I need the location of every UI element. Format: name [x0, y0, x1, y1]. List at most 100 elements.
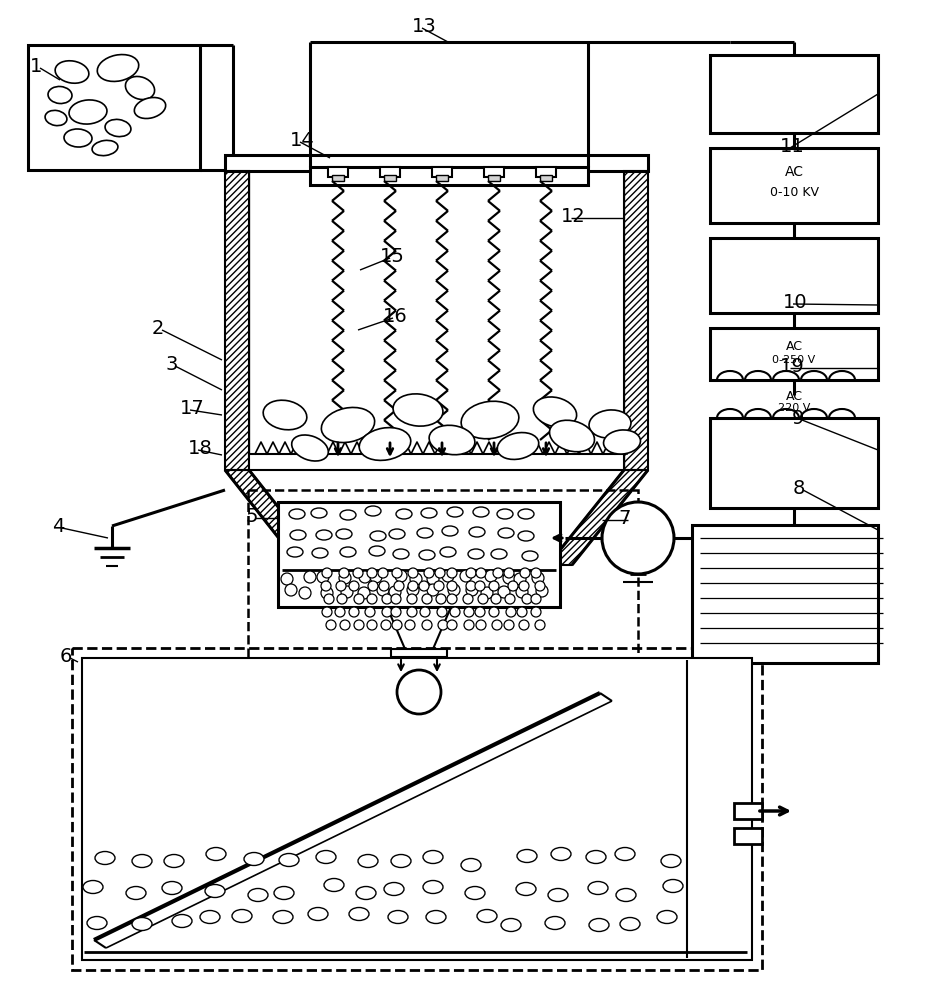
- Ellipse shape: [359, 428, 411, 460]
- Ellipse shape: [206, 848, 226, 860]
- Circle shape: [335, 607, 345, 617]
- Ellipse shape: [232, 910, 252, 922]
- Circle shape: [349, 581, 359, 591]
- Ellipse shape: [279, 854, 299, 866]
- Bar: [436, 175, 448, 181]
- Circle shape: [407, 607, 417, 617]
- Ellipse shape: [69, 100, 107, 124]
- Ellipse shape: [589, 410, 631, 438]
- Circle shape: [489, 581, 499, 591]
- Text: 16: 16: [383, 306, 408, 326]
- Text: 7: 7: [618, 508, 630, 528]
- Ellipse shape: [518, 531, 534, 541]
- Circle shape: [476, 568, 486, 578]
- Text: 220 V: 220 V: [778, 403, 810, 413]
- Ellipse shape: [312, 548, 328, 558]
- Ellipse shape: [55, 61, 89, 83]
- Circle shape: [321, 587, 333, 599]
- Circle shape: [447, 620, 457, 630]
- Ellipse shape: [429, 425, 475, 455]
- Ellipse shape: [393, 394, 443, 426]
- Ellipse shape: [311, 508, 327, 518]
- Circle shape: [505, 594, 515, 604]
- Ellipse shape: [491, 549, 507, 559]
- Ellipse shape: [340, 547, 356, 557]
- Circle shape: [285, 584, 297, 596]
- Circle shape: [299, 587, 311, 599]
- Circle shape: [531, 568, 541, 578]
- Text: AC: AC: [785, 340, 803, 353]
- Ellipse shape: [423, 880, 443, 894]
- Bar: [734, 803, 762, 819]
- Ellipse shape: [620, 918, 640, 930]
- Circle shape: [391, 607, 401, 617]
- Circle shape: [391, 594, 401, 604]
- Circle shape: [475, 607, 485, 617]
- Ellipse shape: [393, 549, 409, 559]
- Ellipse shape: [336, 529, 352, 539]
- Bar: [249, 454, 624, 470]
- Circle shape: [324, 594, 334, 604]
- Ellipse shape: [45, 110, 67, 126]
- Circle shape: [491, 594, 501, 604]
- Circle shape: [337, 594, 347, 604]
- Ellipse shape: [349, 908, 369, 920]
- Circle shape: [370, 571, 382, 583]
- Ellipse shape: [324, 879, 344, 892]
- Circle shape: [535, 581, 545, 591]
- Circle shape: [422, 594, 432, 604]
- Circle shape: [489, 607, 499, 617]
- Circle shape: [317, 571, 329, 583]
- Ellipse shape: [358, 854, 378, 867]
- Ellipse shape: [292, 435, 328, 461]
- Circle shape: [535, 620, 545, 630]
- Ellipse shape: [273, 910, 293, 924]
- Circle shape: [341, 586, 353, 598]
- Text: 9: 9: [792, 408, 805, 428]
- Circle shape: [531, 607, 541, 617]
- Circle shape: [420, 607, 430, 617]
- Circle shape: [438, 620, 448, 630]
- Circle shape: [353, 568, 363, 578]
- Circle shape: [602, 502, 674, 574]
- Text: 17: 17: [180, 398, 204, 418]
- Bar: [380, 167, 400, 177]
- Circle shape: [448, 584, 460, 596]
- Circle shape: [377, 584, 389, 596]
- Ellipse shape: [551, 848, 571, 860]
- Circle shape: [492, 620, 502, 630]
- Ellipse shape: [134, 97, 166, 119]
- Bar: [225, 155, 648, 171]
- Text: AC: AC: [784, 165, 804, 179]
- Circle shape: [481, 587, 493, 599]
- Ellipse shape: [388, 910, 408, 924]
- Bar: [710, 418, 878, 508]
- Circle shape: [339, 568, 349, 578]
- Circle shape: [517, 607, 527, 617]
- Circle shape: [519, 581, 529, 591]
- Circle shape: [434, 581, 444, 591]
- Circle shape: [436, 594, 446, 604]
- Ellipse shape: [548, 888, 568, 902]
- Ellipse shape: [87, 916, 107, 930]
- Circle shape: [504, 620, 514, 630]
- Circle shape: [536, 585, 548, 597]
- Circle shape: [367, 568, 377, 578]
- Circle shape: [463, 594, 473, 604]
- Circle shape: [339, 572, 351, 584]
- Text: 12: 12: [561, 207, 585, 226]
- Ellipse shape: [164, 854, 184, 867]
- Ellipse shape: [426, 910, 446, 924]
- Ellipse shape: [389, 529, 405, 539]
- Circle shape: [476, 620, 486, 630]
- Ellipse shape: [423, 850, 443, 863]
- Ellipse shape: [98, 55, 139, 81]
- Circle shape: [437, 607, 447, 617]
- Circle shape: [532, 572, 544, 584]
- Ellipse shape: [370, 531, 386, 541]
- Ellipse shape: [369, 546, 385, 556]
- Ellipse shape: [356, 886, 376, 900]
- Circle shape: [322, 568, 332, 578]
- Circle shape: [358, 587, 370, 599]
- Circle shape: [407, 594, 417, 604]
